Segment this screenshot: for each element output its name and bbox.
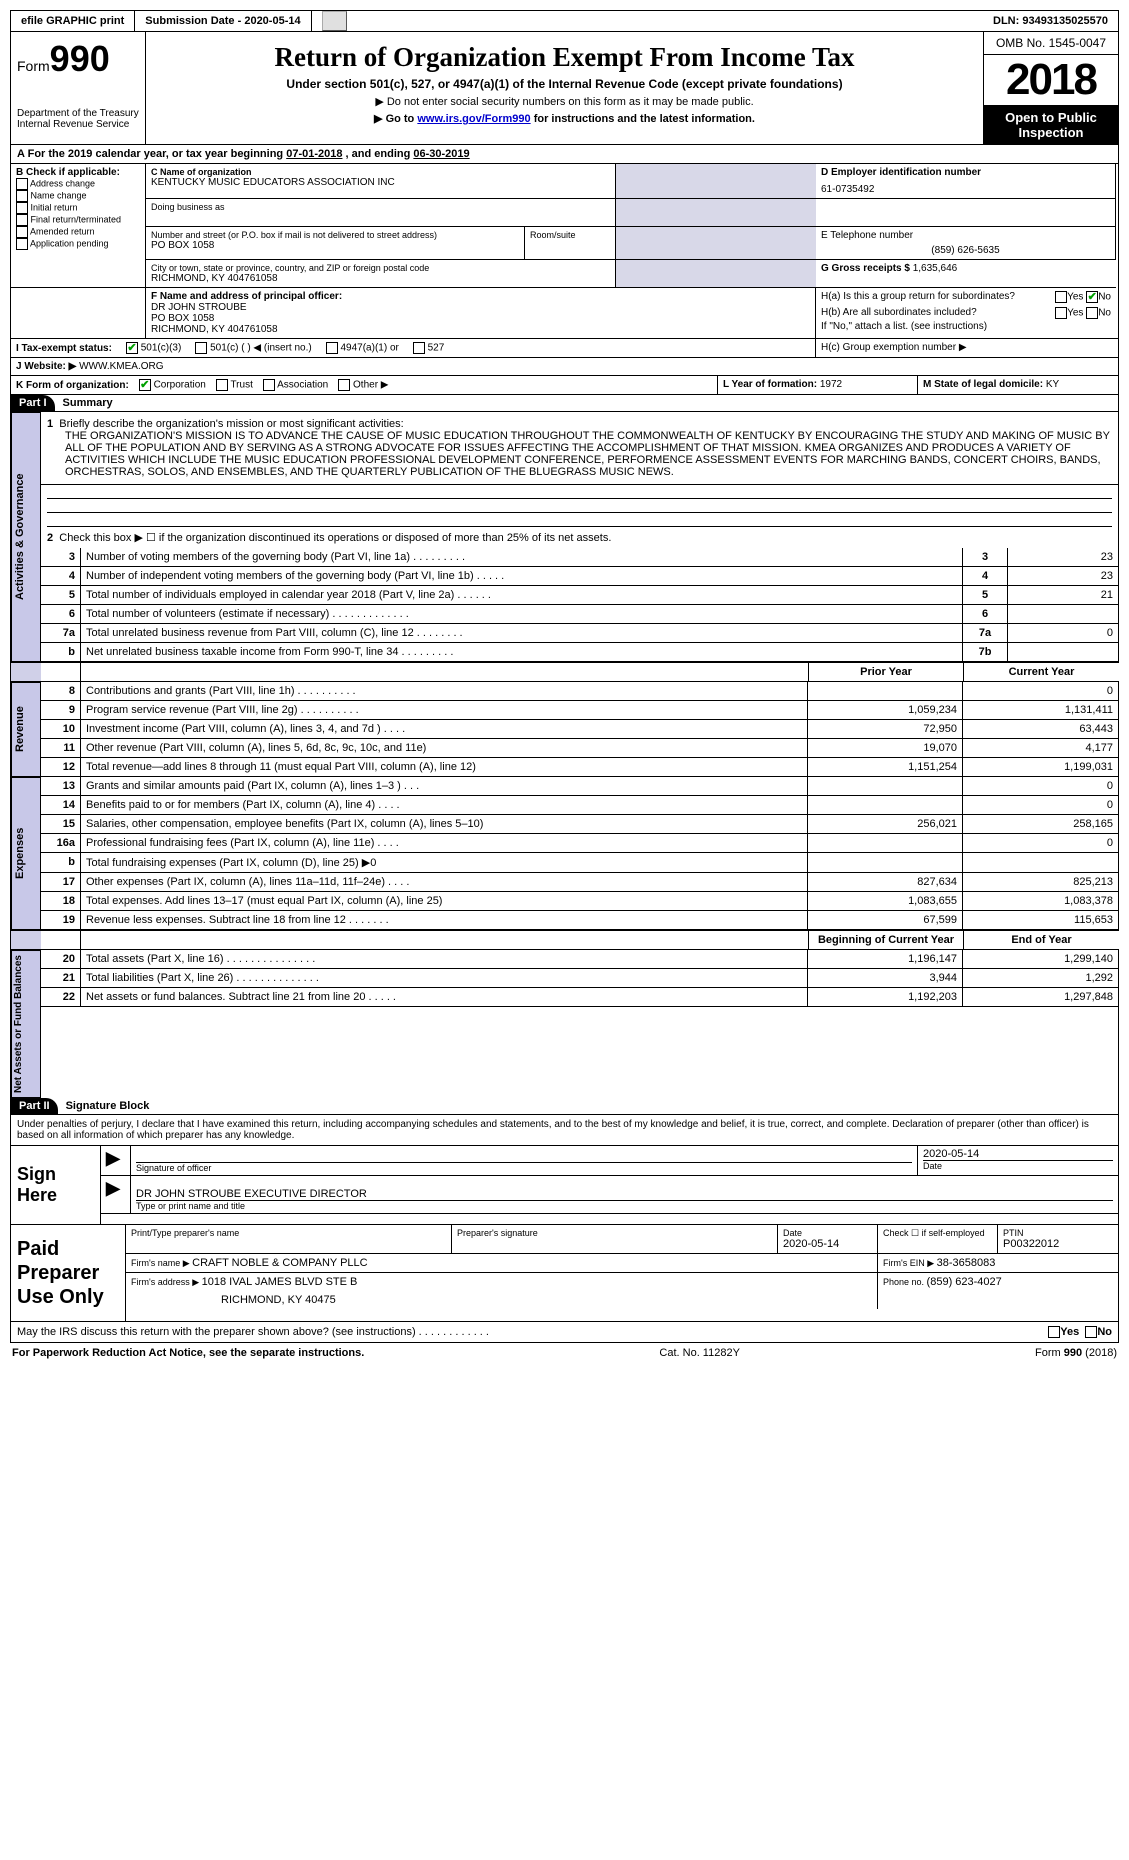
- line-19: 19Revenue less expenses. Subtract line 1…: [41, 911, 1118, 930]
- section-e: E Telephone number (859) 626-5635: [816, 227, 1116, 260]
- line-9: 9Program service revenue (Part VIII, lin…: [41, 701, 1118, 720]
- form-id-block: Form990 Department of the Treasury Inter…: [11, 32, 146, 144]
- mission-block: 1 Briefly describe the organization's mi…: [41, 412, 1118, 485]
- title-block: Return of Organization Exempt From Incom…: [146, 32, 983, 144]
- line-12: 12Total revenue—add lines 8 through 11 (…: [41, 758, 1118, 777]
- line-15: 15Salaries, other compensation, employee…: [41, 815, 1118, 834]
- arrow-icon: ▶: [101, 1146, 131, 1175]
- line-7a: 7aTotal unrelated business revenue from …: [41, 624, 1118, 643]
- section-d: D Employer identification number 61-0735…: [816, 164, 1116, 199]
- prep-name: Print/Type preparer's name: [126, 1225, 452, 1253]
- perjury-text: Under penalties of perjury, I declare th…: [11, 1115, 1118, 1146]
- line-4: 4Number of independent voting members of…: [41, 567, 1118, 586]
- line-b: bTotal fundraising expenses (Part IX, co…: [41, 853, 1118, 873]
- arrow-icon: ▶: [101, 1176, 131, 1213]
- page-footer: For Paperwork Reduction Act Notice, see …: [10, 1343, 1119, 1363]
- efile-label: efile GRAPHIC print: [11, 11, 135, 31]
- firm-ein: Firm's EIN ▶ 38-3658083: [878, 1254, 1118, 1272]
- section-k: K Form of organization: Corporation Trus…: [11, 376, 718, 394]
- checkbox-name-change[interactable]: Name change: [16, 190, 140, 202]
- prep-ptin: PTINP00322012: [998, 1225, 1118, 1253]
- section-j: J Website: ▶ WWW.KMEA.ORG: [11, 358, 1116, 375]
- line-6: 6Total number of volunteers (estimate if…: [41, 605, 1118, 624]
- line-16a: 16aProfessional fundraising fees (Part I…: [41, 834, 1118, 853]
- section-g: G Gross receipts $ 1,635,646: [816, 260, 1116, 288]
- section-l: L Year of formation: 1972: [718, 376, 918, 394]
- officer-name: DR JOHN STROUBE EXECUTIVE DIRECTORType o…: [131, 1176, 1118, 1213]
- prep-date: Date2020-05-14: [778, 1225, 878, 1253]
- tab-activities: Activities & Governance: [11, 412, 41, 662]
- firm-name: Firm's name ▶ CRAFT NOBLE & COMPANY PLLC: [126, 1254, 878, 1272]
- prep-self-employed: Check ☐ if self-employed: [878, 1225, 998, 1253]
- line-20: 20Total assets (Part X, line 16) . . . .…: [41, 950, 1118, 969]
- top-toolbar: efile GRAPHIC print Submission Date - 20…: [10, 10, 1119, 32]
- line-13: 13Grants and similar amounts paid (Part …: [41, 777, 1118, 796]
- sign-here-label: Sign Here: [11, 1146, 101, 1224]
- firm-phone: Phone no. (859) 623-4027: [878, 1273, 1118, 1309]
- line-7b: bNet unrelated business taxable income f…: [41, 643, 1118, 662]
- tab-net-assets: Net Assets or Fund Balances: [11, 950, 41, 1098]
- line-11: 11Other revenue (Part VIII, column (A), …: [41, 739, 1118, 758]
- line-8: 8Contributions and grants (Part VIII, li…: [41, 682, 1118, 701]
- discuss-row: May the IRS discuss this return with the…: [10, 1322, 1119, 1343]
- section-i: I Tax-exempt status: 501(c)(3) 501(c) ( …: [11, 339, 816, 357]
- dba: Doing business as: [146, 199, 616, 227]
- line-17: 17Other expenses (Part IX, column (A), l…: [41, 873, 1118, 892]
- line-10: 10Investment income (Part VIII, column (…: [41, 720, 1118, 739]
- submission-date: Submission Date - 2020-05-14: [135, 11, 311, 31]
- signature-date: 2020-05-14Date: [918, 1146, 1118, 1175]
- dln: DLN: 93493135025570: [983, 11, 1118, 31]
- section-c-name: C Name of organization KENTUCKY MUSIC ED…: [146, 164, 616, 199]
- section-hc: H(c) Group exemption number ▶: [816, 339, 1116, 357]
- line-22: 22Net assets or fund balances. Subtract …: [41, 988, 1118, 1007]
- paid-preparer-label: Paid Preparer Use Only: [11, 1225, 126, 1321]
- city-row: City or town, state or province, country…: [146, 260, 616, 288]
- street-row: Number and street (or P.O. box if mail i…: [146, 227, 616, 260]
- omb-year-block: OMB No. 1545-0047 2018 Open to Public In…: [983, 32, 1118, 144]
- part-1-badge: Part I: [11, 395, 55, 411]
- tab-revenue: Revenue: [11, 682, 41, 777]
- line-14: 14Benefits paid to or for members (Part …: [41, 796, 1118, 815]
- section-b: B Check if applicable: Address change Na…: [11, 164, 146, 288]
- tax-year-row: A For the 2019 calendar year, or tax yea…: [10, 145, 1119, 164]
- checkbox-initial-return[interactable]: Initial return: [16, 202, 140, 214]
- line-21: 21Total liabilities (Part X, line 26) . …: [41, 969, 1118, 988]
- checkbox-amended-return[interactable]: Amended return: [16, 226, 140, 238]
- checkbox-application-pending[interactable]: Application pending: [16, 238, 140, 250]
- section-h: H(a) Is this a group return for subordin…: [816, 288, 1116, 338]
- section-f: F Name and address of principal officer:…: [146, 288, 816, 338]
- line-18: 18Total expenses. Add lines 13–17 (must …: [41, 892, 1118, 911]
- line-3: 3Number of voting members of the governi…: [41, 548, 1118, 567]
- checkbox-address-change[interactable]: Address change: [16, 178, 140, 190]
- part-2-badge: Part II: [11, 1098, 58, 1114]
- officer-signature: Signature of officer: [131, 1146, 918, 1175]
- prep-sig: Preparer's signature: [452, 1225, 778, 1253]
- checkbox-final-return-terminated[interactable]: Final return/terminated: [16, 214, 140, 226]
- section-m: M State of legal domicile: KY: [918, 376, 1118, 394]
- print-button[interactable]: [322, 11, 347, 31]
- firm-address: Firm's address ▶ 1018 IVAL JAMES BLVD ST…: [126, 1273, 878, 1309]
- instructions-link[interactable]: www.irs.gov/Form990: [417, 113, 530, 125]
- line-5: 5Total number of individuals employed in…: [41, 586, 1118, 605]
- tab-expenses: Expenses: [11, 777, 41, 930]
